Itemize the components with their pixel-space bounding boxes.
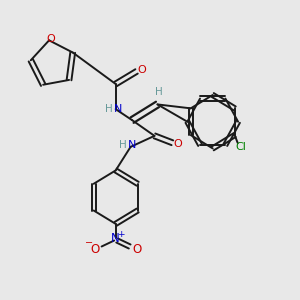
Text: O: O bbox=[46, 34, 55, 44]
Text: H: H bbox=[155, 88, 163, 98]
Text: H: H bbox=[105, 104, 113, 114]
Text: +: + bbox=[117, 230, 125, 239]
Text: N: N bbox=[128, 140, 136, 150]
Text: Cl: Cl bbox=[236, 142, 247, 152]
Text: O: O bbox=[90, 242, 99, 256]
Text: O: O bbox=[132, 242, 141, 256]
Text: O: O bbox=[138, 65, 146, 75]
Text: N: N bbox=[114, 104, 122, 114]
Text: O: O bbox=[173, 139, 182, 149]
Text: N: N bbox=[111, 232, 120, 244]
Text: −: − bbox=[85, 238, 93, 248]
Text: H: H bbox=[119, 140, 127, 150]
